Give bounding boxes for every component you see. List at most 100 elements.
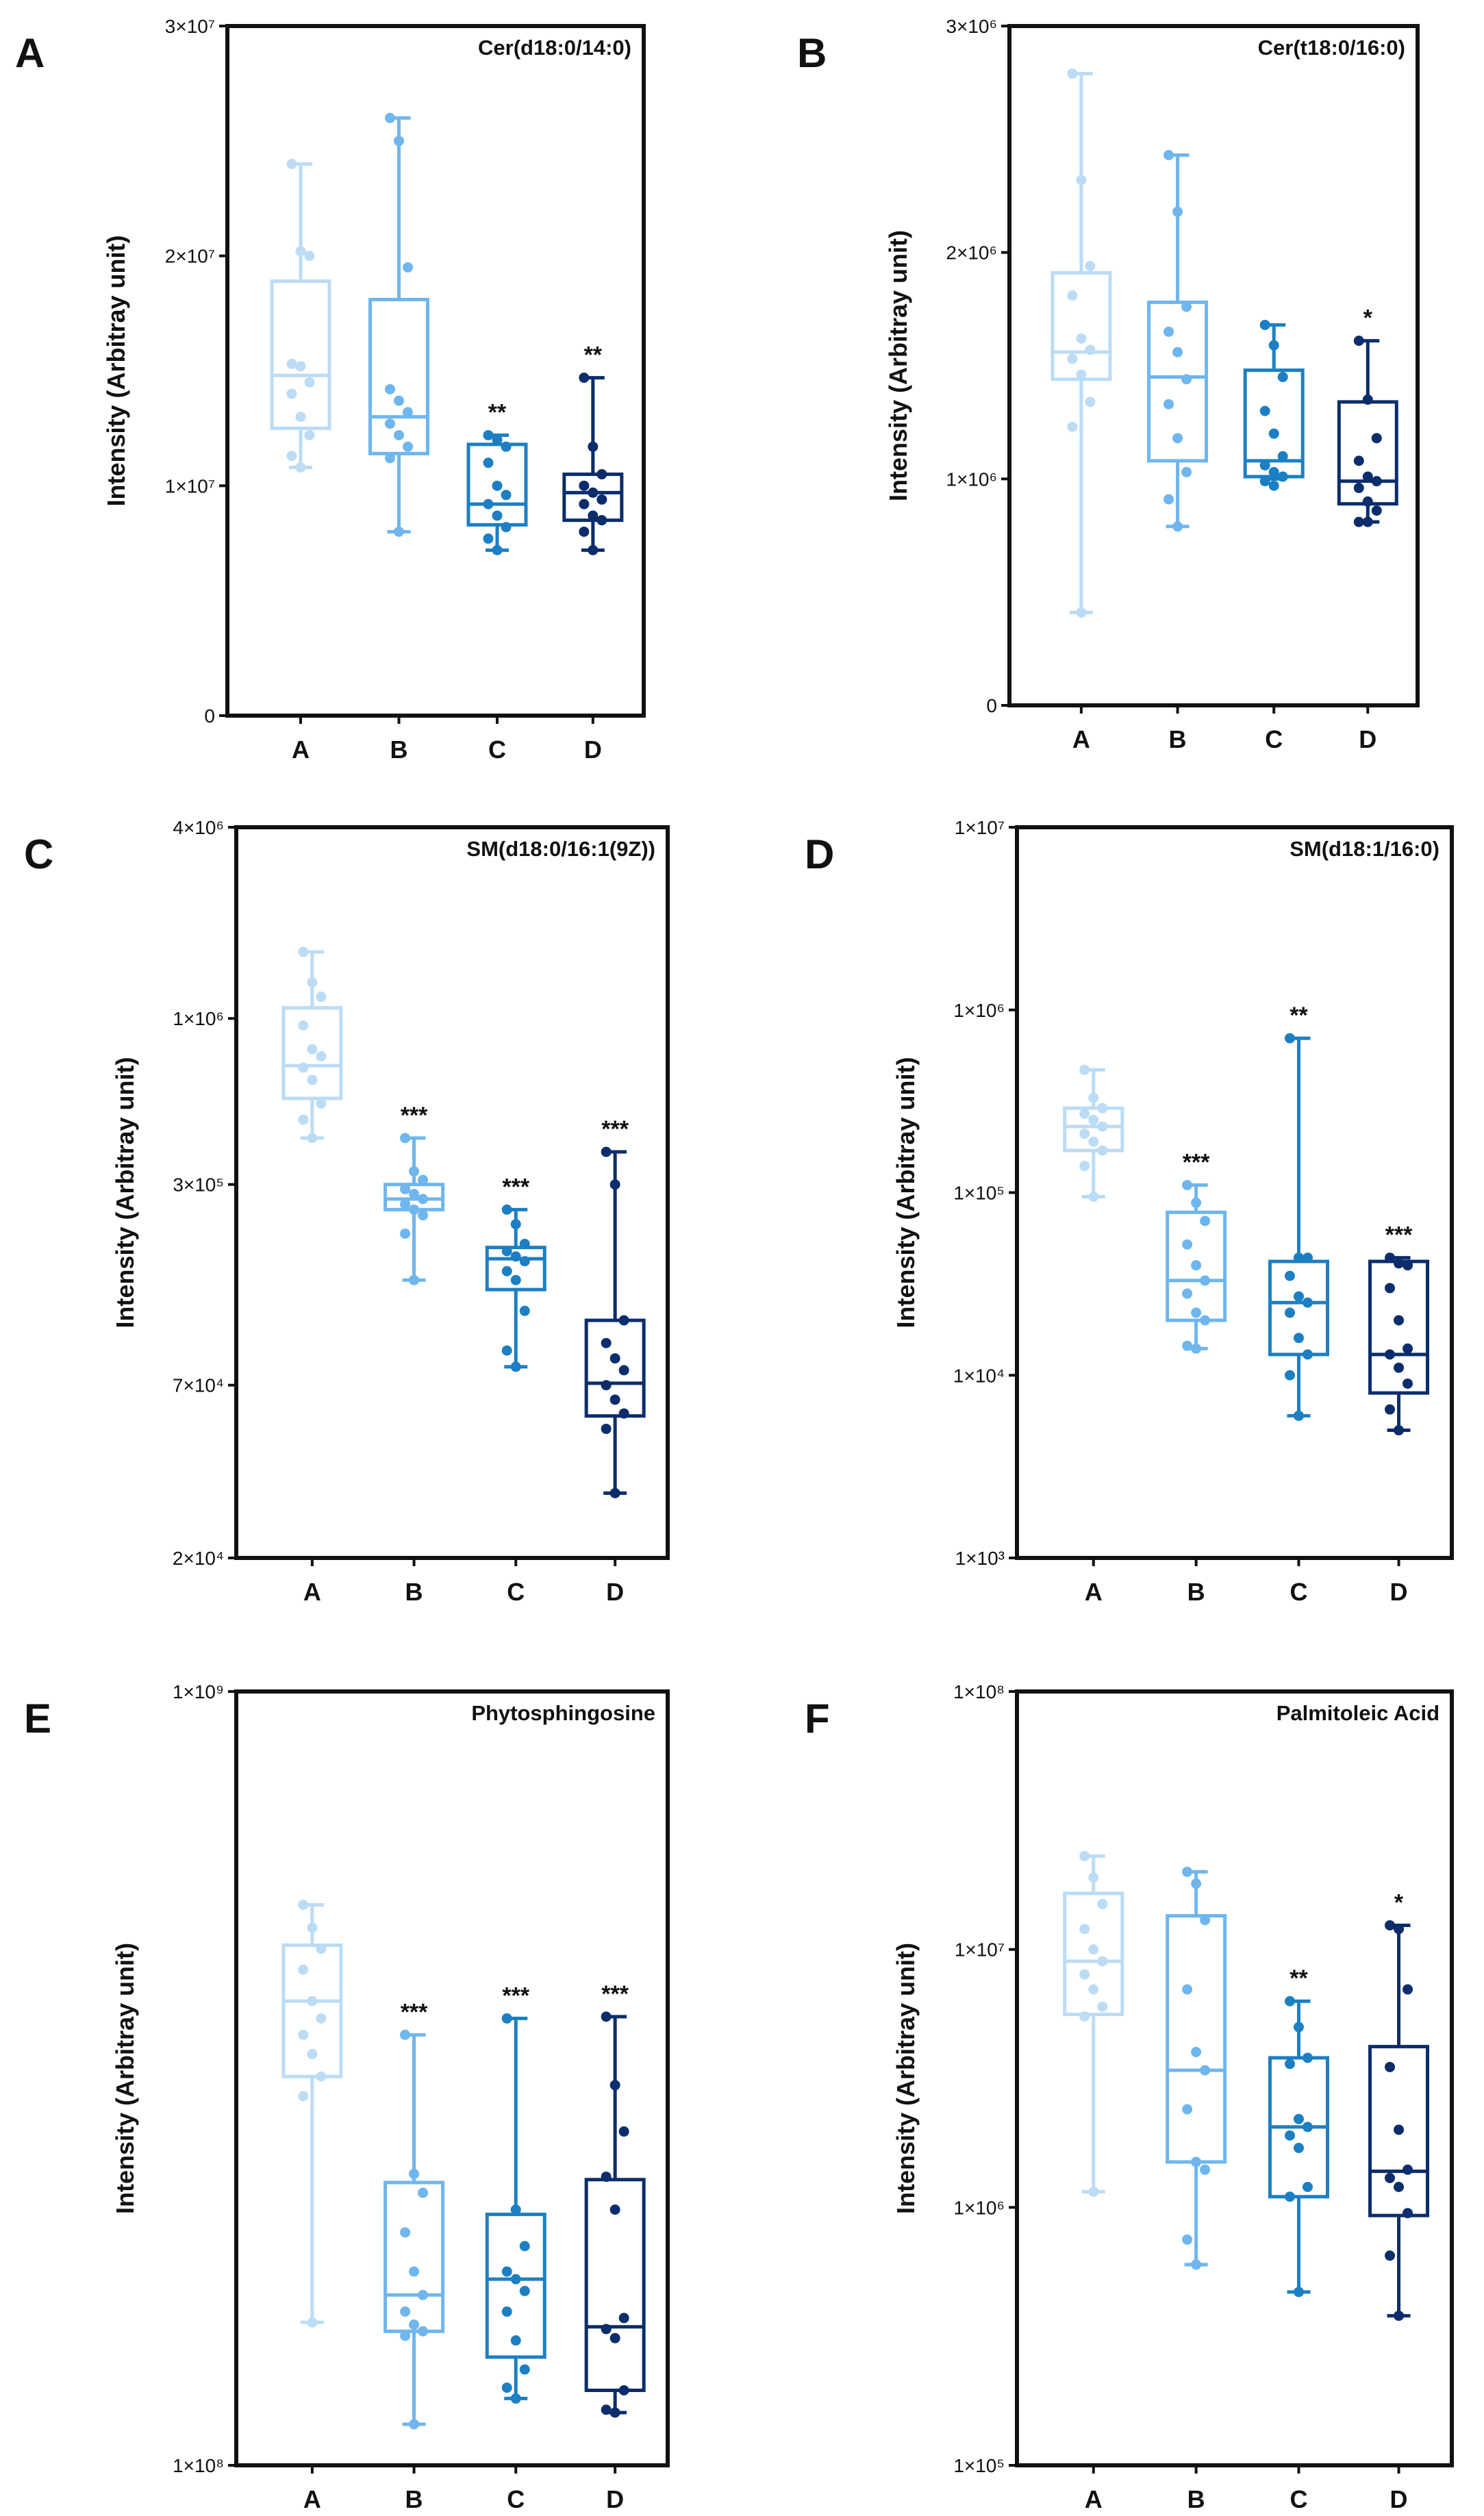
data-point [418, 2187, 429, 2198]
significance-label: * [1394, 1889, 1404, 1915]
data-point [1268, 480, 1279, 491]
data-point [483, 457, 494, 468]
data-point [1085, 261, 1096, 272]
data-point [1191, 1878, 1202, 1889]
panel-d: D Intensity (Arbitray unit) 1×10³ 1×10⁴ 1×10… [805, 817, 1454, 1606]
iqr-box [584, 1318, 646, 1418]
data-point [501, 2382, 512, 2393]
data-point [400, 1183, 411, 1194]
data-point [1362, 496, 1373, 507]
data-point [1067, 353, 1078, 364]
panel-letter: A [15, 30, 45, 76]
x-category-label: C [1290, 2485, 1307, 2513]
data-point [492, 510, 503, 521]
data-point [519, 1256, 530, 1267]
data-point [400, 1133, 411, 1144]
data-point [400, 2330, 411, 2341]
data-point [307, 1074, 318, 1085]
x-category-label: A [292, 735, 310, 764]
data-point [298, 1020, 309, 1031]
data-point [1182, 1179, 1193, 1190]
data-point [1302, 1297, 1313, 1308]
chart-title: Palmitoleic Acid [1277, 1701, 1439, 1725]
data-point [1293, 1291, 1304, 1302]
data-point [307, 1996, 318, 2006]
box-group-b: *** [383, 1999, 445, 2430]
data-point [409, 2319, 420, 2330]
data-point [1182, 1866, 1193, 1877]
data-point [400, 1228, 411, 1239]
data-point [1302, 2052, 1313, 2063]
data-point [519, 1238, 530, 1249]
data-point [1067, 421, 1078, 432]
data-point [409, 2266, 420, 2277]
data-point [588, 441, 599, 452]
data-point [1181, 374, 1192, 385]
box-group-a [1051, 68, 1112, 618]
data-point [1394, 1258, 1405, 1269]
data-point [307, 1133, 318, 1144]
data-point [1385, 1283, 1396, 1294]
data-point [609, 1487, 620, 1498]
data-point [1259, 319, 1270, 330]
data-point [510, 2274, 521, 2285]
data-point [1371, 505, 1382, 516]
data-point [1353, 516, 1364, 527]
box-group-c: ** [1268, 1003, 1329, 1421]
data-point [1385, 2250, 1396, 2261]
data-point [402, 441, 413, 452]
y-tick-label: 1×10³ [955, 1548, 1005, 1569]
significance-label: *** [1385, 1222, 1413, 1248]
data-point [1088, 1114, 1099, 1125]
box-group-c: ** [1268, 1965, 1329, 2298]
iqr-box [1337, 400, 1398, 506]
data-point [1191, 1197, 1202, 1208]
data-point [510, 1274, 521, 1285]
data-point [1079, 1064, 1090, 1075]
data-point [298, 1114, 309, 1125]
data-point [579, 373, 590, 383]
y-tick-label: 1×10⁶ [946, 468, 997, 490]
data-point [1085, 397, 1096, 407]
y-tick-label: 1×10⁷ [955, 1939, 1005, 1961]
data-point [519, 2364, 530, 2375]
data-point [316, 1098, 327, 1109]
data-point [1200, 1216, 1211, 1226]
data-point [588, 487, 599, 498]
y-tick-label: 1×10⁵ [953, 2455, 1005, 2476]
y-tick-label: 1×10⁸ [173, 2455, 224, 2476]
data-point [1172, 521, 1183, 532]
iqr-box [1166, 1914, 1227, 2164]
x-category-label: C [1290, 1578, 1307, 1606]
panel-letter: D [805, 831, 834, 877]
data-point [418, 1194, 429, 1205]
data-point [1085, 344, 1096, 355]
data-point [1076, 607, 1087, 618]
data-point [501, 2306, 512, 2317]
data-point [1293, 2287, 1304, 2298]
box-group-a [281, 1900, 343, 2328]
data-point [510, 1219, 521, 1230]
data-point [1164, 494, 1174, 505]
data-point [418, 1210, 429, 1221]
x-category-label: C [507, 1578, 525, 1606]
data-point [1200, 1275, 1211, 1286]
data-point [298, 946, 309, 957]
panel-f: F Intensity (Arbitray unit) 1×10⁵ 1×10⁶ 1×10… [805, 1681, 1454, 2513]
data-point [1268, 466, 1279, 477]
data-point [1394, 1315, 1405, 1326]
data-point [601, 2404, 612, 2415]
data-point [1353, 336, 1364, 347]
iqr-box [383, 2180, 445, 2333]
x-category-label: B [1187, 2485, 1205, 2513]
x-category-label: D [1359, 725, 1376, 753]
data-point [1182, 1984, 1193, 1995]
data-point [1079, 1108, 1090, 1119]
significance-label: *** [601, 1981, 629, 2007]
data-point [618, 1365, 629, 1376]
box-group-c [1243, 319, 1305, 491]
data-point [501, 1266, 512, 1276]
box-group-c: *** [485, 1174, 546, 1372]
data-point [400, 1198, 411, 1209]
